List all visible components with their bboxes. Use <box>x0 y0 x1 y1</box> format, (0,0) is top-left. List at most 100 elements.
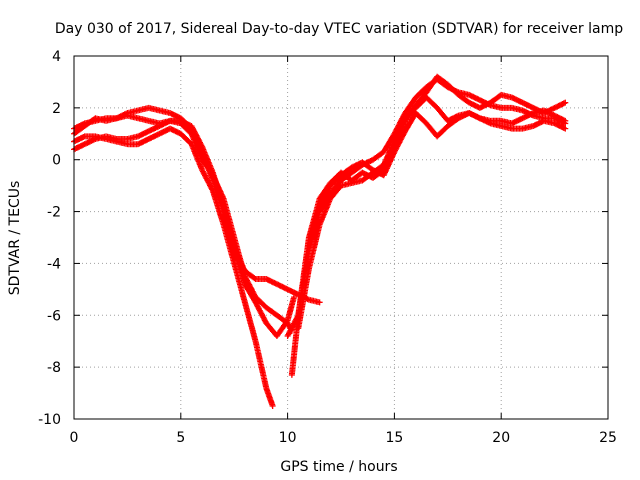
data-point <box>562 99 569 106</box>
data-point <box>562 117 569 124</box>
data-point <box>81 141 88 148</box>
data-segment <box>115 110 130 121</box>
data-segment <box>178 131 194 147</box>
data-segment <box>413 111 429 126</box>
data-segment <box>242 274 258 299</box>
data-segment <box>72 123 87 136</box>
data-segment <box>178 121 194 136</box>
data-segment <box>402 111 418 133</box>
data-segment <box>510 95 525 105</box>
data-segment <box>317 197 333 227</box>
data-segment <box>435 124 450 139</box>
data-segment <box>317 184 333 208</box>
data-segment <box>381 139 397 167</box>
data-segment <box>328 178 343 196</box>
data-point <box>551 120 558 127</box>
data-segment <box>403 105 418 121</box>
x-tick-label: 20 <box>492 430 510 446</box>
x-tick-label: 15 <box>385 430 403 446</box>
data-segment <box>360 160 375 173</box>
data-segment <box>381 132 397 154</box>
y-tick-label: 2 <box>52 101 61 117</box>
data-series-track-4 <box>71 117 295 334</box>
data-point <box>551 104 558 111</box>
data-segment <box>520 110 535 121</box>
data-segment <box>424 121 440 139</box>
data-segment <box>253 300 269 325</box>
data-segment <box>306 204 323 239</box>
data-segment <box>510 115 525 126</box>
data-segment <box>446 116 461 129</box>
data-segment <box>231 261 248 304</box>
data-segment <box>264 276 279 287</box>
data-point <box>562 125 569 132</box>
y-tick-label: -4 <box>47 256 61 272</box>
ticks: 0 5 10 15 20 25 -10 -8 -6 -4 -2 0 2 4 <box>38 49 617 446</box>
data-segment <box>147 123 162 134</box>
data-segment <box>306 223 323 271</box>
x-tick-label: 0 <box>70 430 79 446</box>
data-segment <box>220 197 237 239</box>
data-segment <box>392 129 408 154</box>
y-tick-label: -6 <box>47 308 61 324</box>
data-segment <box>264 305 279 318</box>
data-point <box>269 403 276 410</box>
data-segment <box>392 116 408 144</box>
data-segment <box>413 85 429 100</box>
data-segment <box>263 386 276 408</box>
data-segment <box>275 281 290 292</box>
data-segment <box>178 116 194 131</box>
data-segment <box>381 150 397 177</box>
data-segment <box>445 82 461 97</box>
data-segment <box>371 167 386 178</box>
data-segment <box>339 165 354 178</box>
data-segment <box>520 100 535 111</box>
data-segment <box>467 92 482 103</box>
data-segment <box>285 295 297 322</box>
data-series-track-6 <box>288 73 569 378</box>
y-tick-label: -10 <box>38 412 61 428</box>
x-axis-label: GPS time / hours <box>280 459 397 475</box>
data-segment <box>231 236 248 278</box>
data-segment <box>275 313 290 326</box>
data-segment <box>253 295 269 310</box>
data-segment <box>189 132 205 162</box>
data-point <box>348 164 355 171</box>
data-segment <box>435 74 450 87</box>
y-tick-label: 4 <box>52 49 61 65</box>
x-tick-label: 5 <box>176 430 185 446</box>
data-series-track-8 <box>305 107 569 241</box>
data-segment <box>200 158 215 177</box>
data-segment <box>328 173 343 188</box>
y-tick-label: -2 <box>47 205 61 221</box>
y-tick-label: -8 <box>47 360 61 376</box>
data-point <box>135 133 142 140</box>
data-segment <box>435 106 450 123</box>
series-layer <box>71 73 569 410</box>
data-segment <box>168 126 183 137</box>
data-segment <box>264 321 279 338</box>
x-tick-label: 25 <box>599 430 617 446</box>
data-point <box>209 172 216 179</box>
data-segment <box>242 282 258 304</box>
data-point <box>551 112 558 119</box>
data-segment <box>295 267 312 330</box>
data-segment <box>210 173 226 201</box>
data-point <box>316 299 323 306</box>
data-point <box>135 141 142 148</box>
data-segment <box>403 95 418 115</box>
y-axis-label: SDTVAR / TECUs <box>7 181 23 296</box>
data-segment <box>424 95 440 110</box>
x-tick-label: 10 <box>279 430 297 446</box>
data-segment <box>242 300 259 343</box>
y-tick-label: 0 <box>52 153 61 169</box>
data-segment <box>456 92 471 105</box>
data-segment <box>328 183 343 201</box>
chart-title: Day 030 of 2017, Sidereal Day-to-day VTE… <box>55 21 623 37</box>
plot-frame <box>73 55 609 420</box>
data-segment <box>252 339 269 390</box>
data-segment <box>371 149 386 162</box>
data-segment <box>424 75 440 94</box>
data-segment <box>360 170 375 183</box>
